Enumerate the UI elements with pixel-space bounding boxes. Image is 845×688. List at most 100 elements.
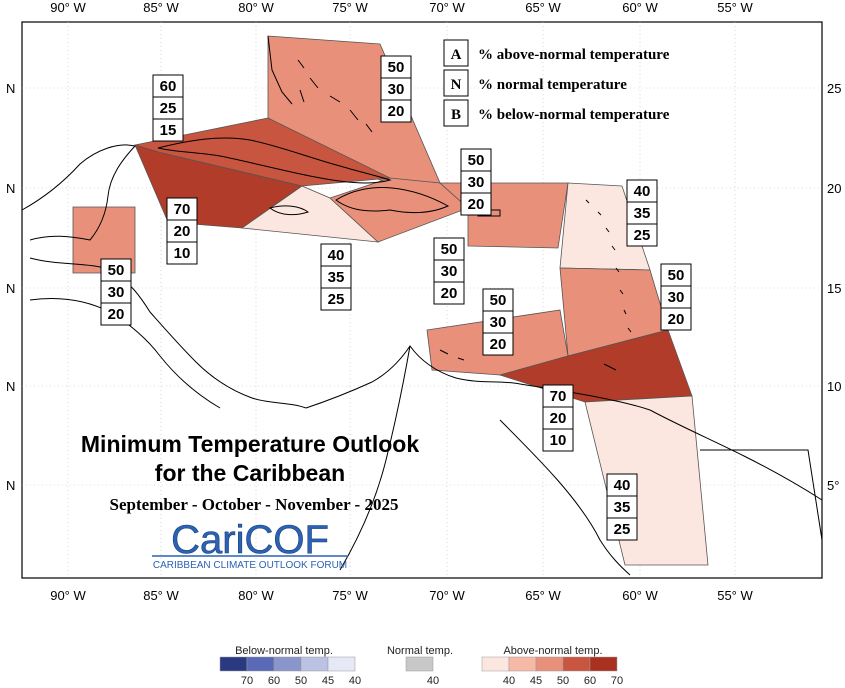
prob-value-b: 20 [490,336,507,353]
lon-tick: 75° W [332,0,368,15]
prob-value-n: 30 [388,81,405,98]
lat-ticks-left: N N N N N [6,81,15,493]
lat-tick: 10 [827,379,841,394]
prob-value-a: 40 [634,183,651,200]
prob-box [482,332,514,356]
lon-tick: 85° W [143,0,179,15]
title-block: Minimum Temperature Outlook for the Cari… [81,431,419,514]
colorbar-above-swatch [562,656,591,672]
key-text: % normal temperature [478,77,627,93]
colorbar-below-swatch-value: 70 [241,675,253,684]
key-box [443,69,469,97]
key-text: % below-normal temperature [478,107,670,123]
lat-tick: N [6,181,15,196]
prob-box [542,428,574,452]
prob-value-n: 30 [468,174,485,191]
prob-value-a: 40 [328,247,345,264]
prob-value-a: 50 [441,241,458,258]
prob-value-a: 60 [160,78,177,95]
lon-tick: 70° W [429,0,465,15]
lat-tick: N [6,379,15,394]
prob-value-a: 40 [614,477,631,494]
colorbar-below-swatch-value: 60 [268,675,280,684]
colorbar-below-swatch [273,656,302,672]
lon-ticks-bottom: 90° W 85° W 80° W 75° W 70° W 65° W 60° … [50,588,753,603]
colorbar-below-swatch [327,656,356,672]
lat-tick: 20 [827,181,841,196]
lat-tick: 25 [827,81,841,96]
prob-value-b: 25 [328,291,345,308]
lon-tick: 85° W [143,588,179,603]
prob-box [626,223,658,247]
lat-tick: 15 [827,281,841,296]
colorbar-above-swatch-value: 70 [611,675,623,684]
colorbar-below-swatch-value: 50 [295,675,307,684]
prob-value-a: 50 [468,152,485,169]
prob-box [152,118,184,142]
colorbar: Below-normal temp. Normal temp. Above-no… [219,645,623,687]
prob-box [380,99,412,123]
coastlines [21,35,823,576]
map-title-line2: for the Caribbean [155,460,345,486]
prob-value-b: 10 [550,432,567,449]
map-title: Minimum Temperature Outlook [81,431,419,457]
logo-name: CariCOF [171,518,329,562]
prob-value-n: 35 [328,269,345,286]
colorbar-normal-swatch-value: 40 [427,675,439,684]
colorbar-normal-swatch [405,656,434,672]
prob-box [433,281,465,305]
lon-tick: 70° W [429,588,465,603]
lat-tick: 5° [827,478,839,493]
lon-tick: 65° W [525,0,561,15]
colorbar-below-swatch-value: 45 [322,675,334,684]
key-letter: B [451,107,461,123]
lon-tick: 80° W [238,588,274,603]
key-box [443,99,469,127]
colorbar-above-swatch [589,656,618,672]
colorbar-below-swatch [246,656,275,672]
abn-key: A % above-normal temperature N % normal … [443,39,670,127]
prob-box [166,241,198,265]
lon-tick: 90° W [50,588,86,603]
prob-value-b: 20 [108,306,125,323]
prob-value-a: 50 [108,262,125,279]
lon-tick: 60° W [622,588,658,603]
key-text: % above-normal temperature [478,47,670,63]
prob-value-n: 35 [634,205,651,222]
lon-tick: 55° W [717,0,753,15]
prob-value-n: 35 [614,499,631,516]
lon-tick: 65° W [525,588,561,603]
prob-value-b: 15 [160,122,177,139]
prob-value-n: 20 [550,410,567,427]
colorbar-above-swatch-value: 40 [503,675,515,684]
prob-value-n: 25 [160,100,177,117]
prob-value-b: 20 [468,196,485,213]
prob-value-n: 30 [668,289,685,306]
lon-tick: 90° W [50,0,86,15]
prob-value-a: 50 [388,59,405,76]
lon-tick: 80° W [238,0,274,15]
period: September - October - November - 2025 [110,495,399,514]
lat-tick: N [6,478,15,493]
colorbar-normal-label: Normal temp. [387,645,453,657]
region-belize [72,206,136,274]
prob-box [100,302,132,326]
lon-ticks-top: 90° W 85° W 80° W 75° W 70° W 65° W 60° … [50,0,753,15]
prob-value-a: 50 [490,292,507,309]
key-box [443,39,469,67]
prob-value-a: 50 [668,267,685,284]
prob-value-b: 25 [634,227,651,244]
prob-box [660,307,692,331]
logo-tagline: CARIBBEAN CLIMATE OUTLOOK FORUM [153,560,347,571]
lat-ticks-right: 25 20 15 10 5° [827,81,841,493]
key-letter: A [451,47,462,63]
prob-box [606,517,638,541]
colorbar-above-swatch-value: 45 [530,675,542,684]
colorbar-above-swatch [481,656,510,672]
prob-box [320,287,352,311]
prob-value-b: 20 [388,103,405,120]
colorbar-above-swatch-value: 50 [557,675,569,684]
prob-value-b: 25 [614,521,631,538]
probability-labels: 50 30 20 60 25 15 70 20 10 40 35 25 50 30 20 50 30 20 50 30… [100,55,692,541]
